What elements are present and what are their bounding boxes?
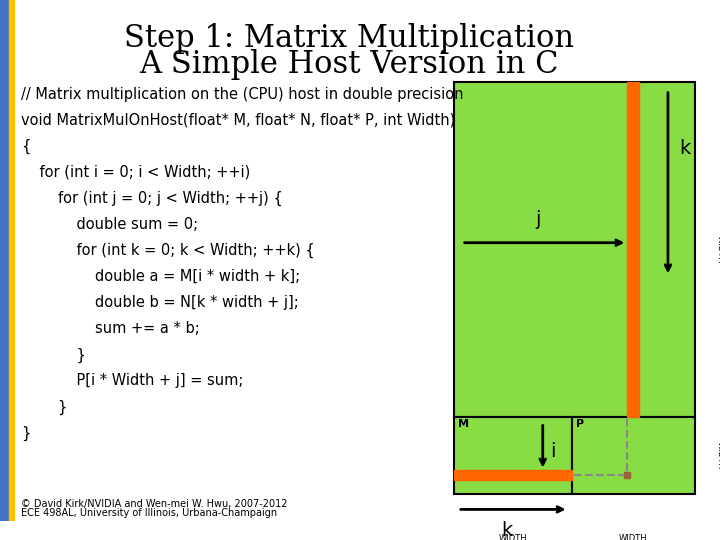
Text: P[i * Width + j] = sum;: P[i * Width + j] = sum; (22, 373, 243, 388)
Text: A Simple Host Version in C: A Simple Host Version in C (140, 49, 559, 80)
Text: i: i (551, 442, 556, 461)
Text: P: P (576, 418, 585, 429)
Text: k: k (502, 521, 513, 540)
Text: k: k (680, 139, 691, 158)
Text: © David Kirk/NVIDIA and Wen-mei W. Hwu, 2007-2012: © David Kirk/NVIDIA and Wen-mei W. Hwu, … (22, 498, 288, 509)
Text: }: } (22, 426, 31, 441)
Text: for (int i = 0; i < Width; ++i): for (int i = 0; i < Width; ++i) (22, 165, 251, 180)
Text: ECE 498AL, University of Illinois, Urbana-Champaign: ECE 498AL, University of Illinois, Urban… (22, 508, 277, 518)
Text: Step 1: Matrix Multiplication: Step 1: Matrix Multiplication (124, 23, 575, 54)
Text: WIDTH: WIDTH (715, 235, 720, 264)
Bar (454, 82, 695, 417)
Text: double a = M[i * width + k];: double a = M[i * width + k]; (22, 269, 300, 284)
Bar (627, 82, 639, 417)
Text: M: M (458, 418, 469, 429)
Text: }: } (22, 400, 68, 415)
Text: double sum = 0;: double sum = 0; (22, 217, 199, 232)
Bar (454, 417, 572, 494)
Text: double b = N[k * width + j];: double b = N[k * width + j]; (22, 295, 299, 310)
Text: WIDTH: WIDTH (715, 441, 720, 470)
Text: {: { (22, 139, 31, 154)
Text: WIDTH: WIDTH (619, 534, 648, 540)
Bar (454, 470, 572, 480)
Bar (0, 0, 9, 521)
Text: for (int j = 0; j < Width; ++j) {: for (int j = 0; j < Width; ++j) { (22, 191, 283, 206)
Text: sum += a * b;: sum += a * b; (22, 321, 200, 336)
Text: }: } (22, 347, 86, 362)
Text: for (int k = 0; k < Width; ++k) {: for (int k = 0; k < Width; ++k) { (22, 243, 315, 258)
Bar (9, 0, 14, 521)
Bar (572, 417, 695, 494)
Text: WIDTH: WIDTH (499, 534, 528, 540)
Text: // Matrix multiplication on the (CPU) host in double precision: // Matrix multiplication on the (CPU) ho… (22, 87, 464, 102)
Text: j: j (536, 210, 541, 229)
Text: void MatrixMulOnHost(float* M, float* N, float* P, int Width): void MatrixMulOnHost(float* M, float* N,… (22, 113, 456, 128)
